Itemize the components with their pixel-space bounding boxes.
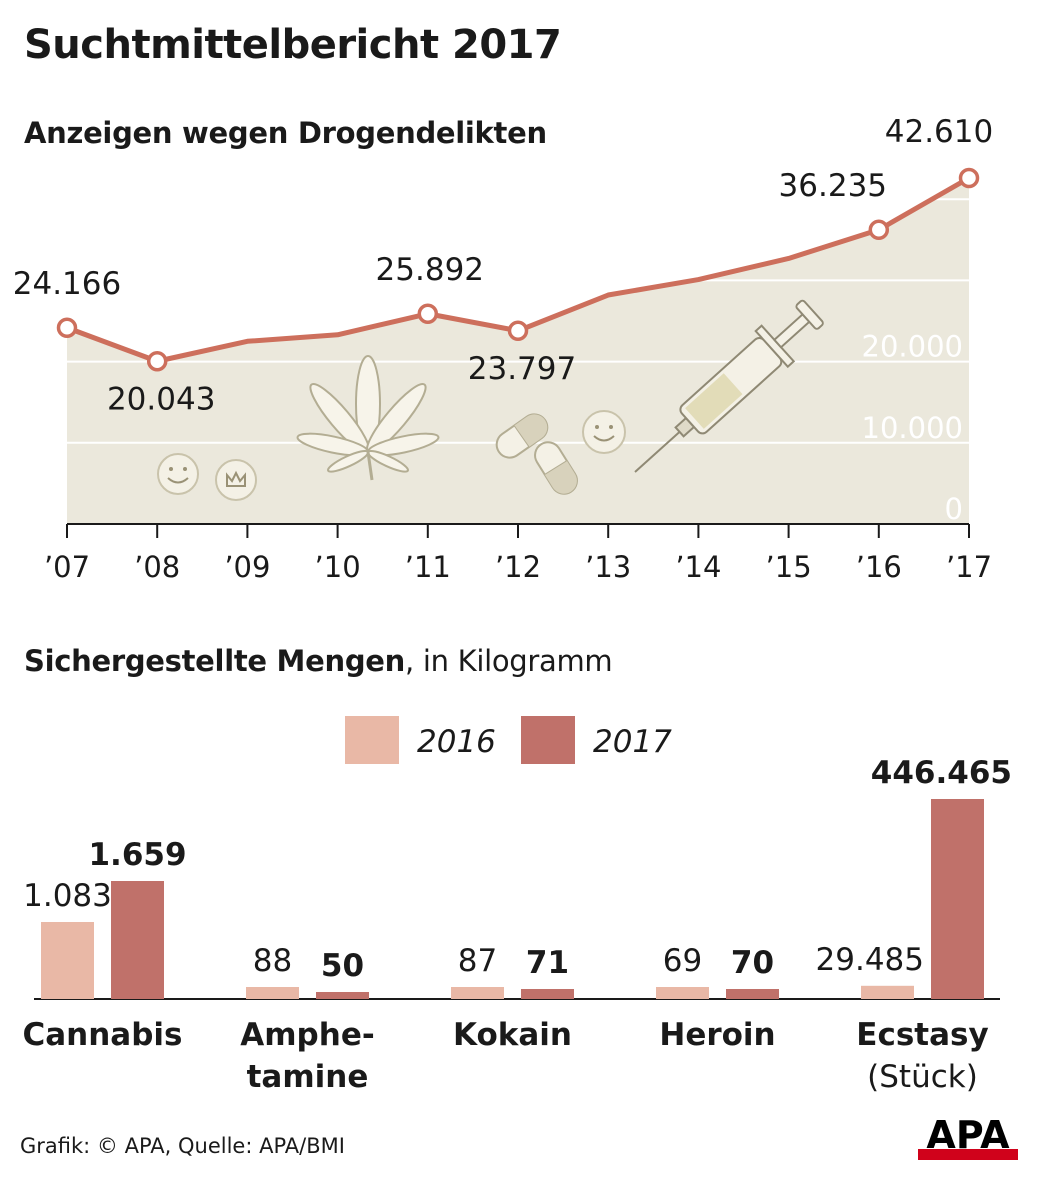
x-tick-label: ’17 bbox=[946, 550, 992, 584]
data-label: 24.166 bbox=[13, 266, 121, 302]
data-point bbox=[868, 219, 890, 241]
line-chart-title: Anzeigen wegen Drogendelikten bbox=[24, 116, 547, 150]
data-label: 25.892 bbox=[376, 252, 484, 288]
category-label: Heroin bbox=[659, 1017, 775, 1053]
y-tick-label: 0 bbox=[945, 492, 963, 526]
data-label: 20.043 bbox=[107, 381, 215, 417]
legend-label: 2017 bbox=[593, 724, 672, 760]
data-label: 23.797 bbox=[468, 351, 576, 387]
bar-2016 bbox=[41, 922, 94, 999]
bar-2016 bbox=[451, 987, 504, 999]
data-label: 42.610 bbox=[885, 114, 993, 150]
x-tick-label: ’11 bbox=[405, 550, 451, 584]
bar-value-label: 1.083 bbox=[23, 878, 112, 914]
apa-logo-red-band bbox=[918, 1149, 1018, 1160]
data-label: 36.235 bbox=[779, 168, 887, 204]
bar-2017 bbox=[111, 881, 164, 999]
bar-2017 bbox=[931, 799, 984, 999]
bar-value-label: 70 bbox=[731, 945, 774, 981]
bar-chart-title-unit: , in Kilogramm bbox=[405, 644, 613, 678]
bar-value-label: 69 bbox=[663, 943, 702, 979]
legend-swatch bbox=[345, 716, 399, 764]
category-label: Kokain bbox=[453, 1017, 572, 1053]
cannabis-leaf-icon bbox=[296, 355, 440, 481]
bar-2017 bbox=[316, 992, 369, 999]
bar-value-label: 87 bbox=[458, 943, 497, 979]
x-tick-label: ’08 bbox=[134, 550, 180, 584]
line-chart: 0 10.000 20.000 bbox=[13, 114, 993, 584]
apa-logo: APA bbox=[918, 1116, 1018, 1160]
x-tick-label: ’12 bbox=[495, 550, 541, 584]
x-tick-label: ’14 bbox=[675, 550, 721, 584]
capsule-icon bbox=[495, 413, 549, 459]
data-point bbox=[56, 317, 78, 339]
crown-pill-icon bbox=[215, 459, 257, 501]
legend-label: 2016 bbox=[417, 724, 496, 760]
category-label: Cannabis bbox=[23, 1017, 183, 1053]
bar-value-label: 88 bbox=[253, 943, 292, 979]
bar-value-label: 50 bbox=[321, 948, 364, 984]
apa-logo-text: APA bbox=[926, 1116, 1010, 1157]
legend-swatch bbox=[521, 716, 575, 764]
line-chart-icons bbox=[157, 299, 824, 501]
data-point bbox=[958, 167, 980, 189]
x-tick-label: ’10 bbox=[315, 550, 361, 584]
bar-2016 bbox=[861, 985, 914, 999]
category-label: (Stück) bbox=[867, 1059, 978, 1095]
syringe-icon bbox=[634, 299, 824, 473]
smiley-pill-icon bbox=[582, 410, 626, 454]
bar-chart-title-bold: Sichergestellte Mengen bbox=[24, 644, 406, 678]
capsule-icon bbox=[534, 441, 578, 495]
data-point bbox=[507, 320, 529, 342]
category-label: tamine bbox=[247, 1059, 369, 1095]
bar-value-label: 29.485 bbox=[816, 942, 924, 978]
y-tick-label: 10.000 bbox=[862, 411, 963, 445]
smiley-pill-icon bbox=[157, 453, 199, 495]
bar-value-label: 1.659 bbox=[88, 837, 186, 873]
line-chart-background: 0 10.000 20.000 bbox=[67, 178, 969, 526]
bar-2016 bbox=[246, 987, 299, 999]
bar-chart-title: Sichergestellte Mengen, in Kilogramm bbox=[24, 644, 613, 678]
bar-2016 bbox=[656, 987, 709, 999]
source-credit: Grafik: © APA, Quelle: APA/BMI bbox=[20, 1134, 345, 1158]
bar-chart: 1.083 1.659 Cannabis 88 50 Amphe-tamine 87 71 Ko… bbox=[23, 716, 1012, 1095]
y-tick-label: 20.000 bbox=[862, 330, 963, 364]
data-point bbox=[146, 351, 168, 372]
bar-value-label: 446.465 bbox=[871, 755, 1012, 791]
data-point bbox=[417, 303, 439, 325]
category-label: Ecstasy bbox=[856, 1017, 988, 1053]
page-title: Suchtmittelbericht 2017 bbox=[24, 22, 562, 68]
x-tick-label: ’15 bbox=[766, 550, 812, 584]
line-area-fill bbox=[67, 178, 969, 524]
bar-value-label: 71 bbox=[526, 945, 569, 981]
bar-2017 bbox=[521, 989, 574, 999]
category-label: Amphe- bbox=[240, 1017, 374, 1053]
x-tick-label: ’09 bbox=[224, 550, 270, 584]
bar-2017 bbox=[726, 989, 779, 999]
x-tick-label: ’13 bbox=[585, 550, 631, 584]
x-tick-label: ’07 bbox=[44, 550, 90, 584]
x-tick-label: ’16 bbox=[856, 550, 902, 584]
